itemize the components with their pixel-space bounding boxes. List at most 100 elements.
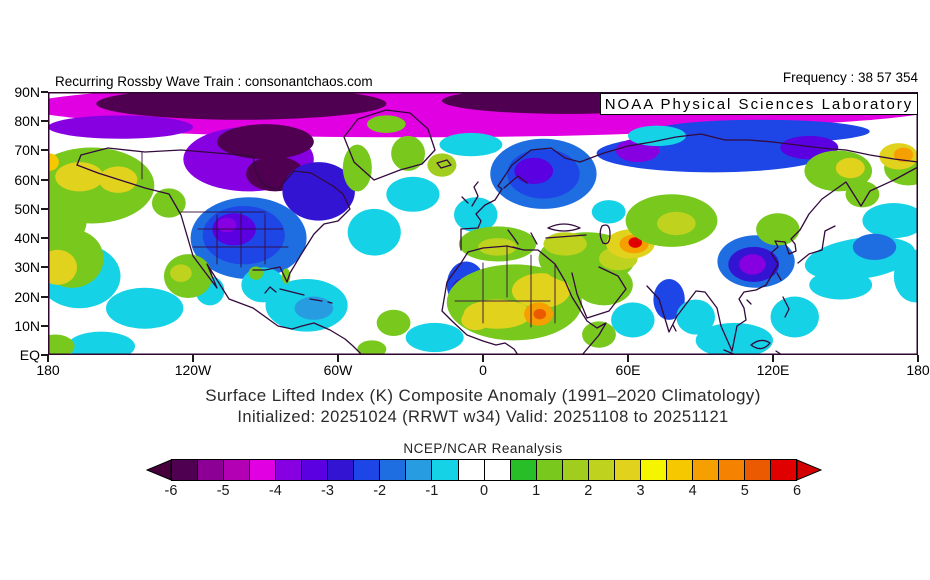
colorbar-cells [171, 459, 797, 481]
lat-tick [41, 207, 48, 210]
cyan-bengal [676, 299, 716, 335]
colorbar-cell [588, 460, 615, 480]
source-caption: Recurring Rossby Wave Train : consonantc… [55, 74, 373, 89]
lon-tick [337, 355, 339, 362]
cyan-atl-eq [405, 322, 464, 353]
coastlines [76, 109, 918, 355]
lat-tick [41, 91, 48, 93]
world-anomaly-map [48, 92, 918, 355]
colorbar-cell [198, 460, 225, 480]
baja-yellow-core [170, 264, 192, 282]
blue-nwpac-core [852, 233, 897, 261]
caucasus-red-core [628, 237, 643, 248]
colorbar-tick-label: 5 [740, 483, 749, 499]
colorbar-tick-label: 1 [532, 483, 541, 499]
colorbar-tick-label: -4 [268, 483, 282, 499]
colorbar [146, 459, 822, 481]
cyan-japan-s [809, 270, 873, 300]
lat-tick-label: 50N [14, 200, 40, 217]
lon-tick-label: 120E [756, 362, 790, 378]
noaa-credit-box: NOAA Physical Sciences Laboratory [600, 93, 918, 115]
africa-country-borders [454, 245, 556, 328]
colorbar-tick-label: 4 [688, 483, 697, 499]
cyan-kara [628, 125, 686, 147]
cyan-gulf-mex [241, 267, 285, 303]
cyan-phil [770, 296, 819, 338]
lat-tick-label: 10N [14, 317, 40, 334]
colorbar-right-arrow [797, 459, 822, 481]
colorbar-cell [380, 460, 407, 480]
colorbar-cell [510, 460, 537, 480]
lat-tick-label: 70N [14, 142, 40, 159]
arabia-green [574, 264, 633, 306]
sudan-red-core [533, 308, 547, 320]
lon-tick [192, 355, 194, 362]
lat-tick [41, 237, 48, 240]
lat-tick-label: 60N [14, 171, 40, 188]
lat-tick-label: 20N [14, 288, 40, 305]
colorbar-tick-label: 6 [792, 483, 802, 499]
colorbar-cell [432, 460, 459, 480]
lat-tick [41, 295, 48, 298]
conus-violet-spot [217, 217, 237, 233]
scandinavia-core [514, 157, 554, 185]
eqpac-left-green [48, 334, 75, 355]
chart-subtitle: Initialized: 20251024 (RRWT w34) Valid: … [237, 408, 729, 426]
us-state-borders [141, 151, 289, 268]
texas-coast-green [248, 266, 264, 280]
npac-left-yellow [48, 249, 77, 285]
colorbar-cell [276, 460, 303, 480]
colorbar-cell [666, 460, 693, 480]
lat-tick-label: 30N [14, 259, 40, 276]
sa-ne-green [357, 340, 387, 355]
lon-tick-label: 60E [615, 362, 641, 378]
colorbar-cell [718, 460, 746, 480]
nechina-green [756, 213, 800, 246]
colorbar-cell [614, 460, 641, 480]
cyan-cpac-eq [67, 331, 135, 355]
colorbar-cell [354, 460, 381, 480]
lat-tick-label: 40N [14, 230, 40, 247]
atl-eq-green [376, 309, 411, 337]
colorbar-tick-label: -6 [164, 483, 178, 499]
colorbar-tick-label: 0 [479, 483, 489, 499]
bering-orange-spot [48, 153, 59, 171]
bc-coast-green [151, 188, 186, 218]
echina-violet-core [739, 254, 766, 275]
arctic-dark-core-west [96, 92, 387, 120]
greenland-green-n [367, 115, 406, 133]
kazakh-yellow [657, 211, 696, 236]
anomaly-fields [48, 92, 918, 355]
chart-title: Surface Lifted Index (K) Composite Anoma… [205, 386, 761, 405]
canada-archipelago-dark [217, 124, 314, 160]
lon-tick [627, 355, 629, 362]
esib-yellow [835, 157, 865, 179]
map-frame [48, 92, 918, 355]
frequency-label: Frequency : 38 57 354 [782, 70, 918, 85]
colorbar-cell [771, 460, 797, 480]
colorbar-cell [536, 460, 563, 480]
chukotka-orange-core [893, 147, 914, 163]
lat-tick [41, 324, 48, 327]
colorbar-cell [562, 460, 589, 480]
colorbar-tick-label: 3 [636, 483, 645, 499]
lat-tick [41, 178, 48, 181]
colorbar-left-arrow [146, 459, 171, 481]
colorbar-tick-label: -1 [425, 483, 439, 499]
iceland-green [427, 153, 457, 177]
colorbar-cell [172, 460, 199, 480]
lat-tick-label: 80N [14, 113, 40, 130]
colorbar-tick-label: -5 [216, 483, 230, 499]
cyan-norwegian [439, 132, 503, 157]
colorbar-cell [640, 460, 667, 480]
greenland-green-e [391, 135, 426, 171]
colorbar-cell [224, 460, 251, 480]
india-blue [653, 279, 685, 320]
colorbar-cell [302, 460, 329, 480]
lat-tick [41, 120, 48, 123]
lat-tick-label: 90N [14, 84, 40, 100]
wafrica-yellow [461, 309, 491, 331]
cyan-caspian-n [591, 200, 626, 224]
lat-tick [41, 149, 48, 152]
